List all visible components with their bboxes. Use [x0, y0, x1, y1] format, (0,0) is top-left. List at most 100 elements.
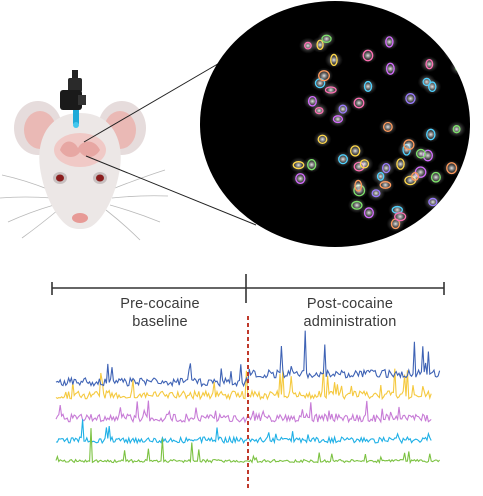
cell-glow: [444, 45, 463, 62]
cell-glow: [334, 151, 353, 168]
neuron-roi: [443, 218, 456, 230]
cell-glow: [355, 155, 374, 172]
neuron-roi: [317, 134, 328, 145]
cell-glow: [315, 67, 334, 84]
cell-glow: [411, 145, 430, 162]
neuron-roi: [450, 29, 463, 39]
cell-glow: [423, 194, 442, 211]
neuron-roi: [385, 36, 394, 48]
post-label-line2: administration: [303, 314, 397, 330]
neuron-roi: [385, 62, 395, 75]
post-cocaine-label: Post-cocaine administration: [270, 295, 430, 331]
neuron-roi: [338, 154, 348, 165]
cell-glow: [349, 177, 368, 194]
neuron-roi: [448, 49, 458, 57]
calcium-trace-blue: [55, 330, 441, 388]
calcium-trace-purple: [55, 400, 432, 424]
miniscope-camera-icon: [60, 70, 86, 128]
neuron-roi: [425, 58, 434, 70]
neuron-roi: [306, 159, 317, 171]
neuron-roi: [382, 121, 393, 132]
neuron-roi: [415, 148, 426, 159]
cell-glow: [321, 81, 340, 98]
cell-glow: [381, 60, 400, 77]
cell-glow: [447, 121, 466, 138]
neuron-roi: [349, 145, 361, 157]
neuron-roi: [314, 106, 324, 115]
neuron-roi: [318, 70, 330, 82]
cell-glow: [347, 197, 366, 214]
neuron-roi: [353, 97, 365, 109]
cell-glow: [423, 78, 442, 95]
neuron-roi: [405, 93, 416, 105]
calcium-trace-yellow: [55, 368, 432, 401]
cell-glow: [447, 26, 466, 43]
cell-glow: [391, 208, 410, 225]
cell-glow: [406, 168, 425, 185]
mouse-head-icon: [0, 101, 169, 241]
cell-glow: [439, 209, 458, 226]
neuron-roi: [330, 53, 338, 67]
post-label-line1: Post-cocaine: [306, 296, 394, 312]
neuron-roi: [403, 139, 415, 151]
cell-glow: [298, 37, 317, 54]
neuron-roi: [428, 197, 438, 207]
neuron-roi: [426, 128, 436, 141]
cell-glow: [291, 170, 310, 187]
cell-glow: [442, 160, 461, 177]
zoom-line-upper: [83, 57, 229, 143]
cell-glow: [324, 51, 343, 68]
neuron-roi: [430, 171, 441, 183]
neuron-roi: [351, 200, 363, 210]
neuron-roi: [428, 81, 437, 93]
neuron-roi: [442, 212, 455, 223]
neuron-roi: [454, 63, 463, 72]
neuron-roi: [446, 162, 458, 175]
cell-glow: [302, 156, 321, 173]
cell-glow: [380, 33, 399, 50]
cell-glow: [426, 169, 445, 186]
cell-glow: [449, 59, 468, 76]
cell-glow: [401, 90, 420, 107]
pre-cocaine-label: Pre-cocaine baseline: [90, 295, 230, 331]
neuron-roi: [359, 159, 370, 169]
neuron-roi: [452, 125, 461, 134]
timeline-axis: [51, 274, 445, 303]
cell-glow: [420, 56, 439, 73]
neuron-roi: [332, 115, 344, 124]
neuron-roi: [363, 80, 373, 92]
neuron-roi: [295, 173, 306, 185]
neuron-roi: [446, 203, 455, 215]
microscope-view-icon: [200, 1, 470, 247]
cell-glow: [289, 157, 308, 174]
cell-glow: [421, 126, 440, 143]
neuron-roi: [363, 207, 374, 219]
cell-glow: [310, 102, 329, 119]
zoom-line-lower: [85, 155, 257, 226]
neuron-roi: [304, 41, 312, 50]
neuron-roi: [376, 172, 385, 181]
cell-glow: [371, 168, 390, 185]
cell-glow: [440, 215, 459, 232]
neuron-roi: [371, 189, 381, 198]
cell-glow: [358, 47, 377, 64]
cell-glow: [378, 118, 397, 135]
calcium-traces: [55, 330, 441, 465]
cell-glow: [346, 142, 365, 159]
neuron-roi: [321, 34, 332, 44]
neuron-roi: [362, 49, 374, 62]
neuron-roi: [396, 158, 405, 170]
neuron-roi: [324, 86, 337, 94]
cell-glow: [391, 156, 410, 173]
neuron-roi: [446, 197, 459, 209]
cell-glow: [443, 194, 462, 211]
calcium-trace-cyan: [55, 419, 432, 445]
cell-glow: [399, 136, 418, 153]
cell-glow: [313, 131, 332, 148]
neuron-roi: [394, 212, 407, 222]
cell-glow: [317, 30, 336, 47]
pre-label-line1: Pre-cocaine: [120, 296, 200, 312]
cell-glow: [441, 201, 460, 218]
cell-glow: [359, 78, 378, 95]
